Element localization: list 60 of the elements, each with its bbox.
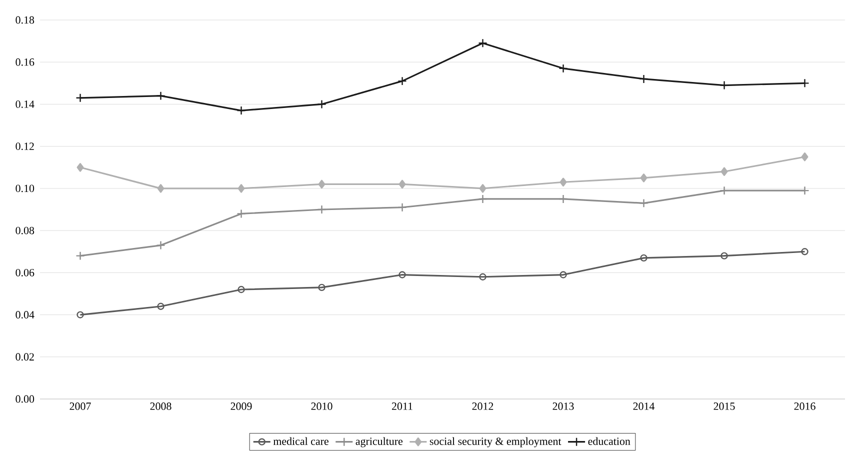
point: [238, 286, 245, 294]
point: [398, 271, 406, 278]
legend-label: education: [588, 437, 630, 446]
point: [236, 106, 246, 116]
point: [318, 180, 326, 189]
x-tick-label: 2016: [794, 402, 816, 410]
point: [398, 76, 407, 86]
point: [156, 240, 166, 250]
point: [800, 186, 810, 196]
point: [76, 251, 85, 260]
x-tick-label: 2010: [311, 402, 332, 410]
point: [558, 64, 568, 74]
point: [720, 167, 728, 176]
y-tick-label: 0.04: [16, 311, 34, 318]
point: [479, 273, 486, 280]
x-tick-label: 2014: [633, 402, 655, 410]
y-tick-label: 0.18: [16, 16, 34, 24]
y-tick-label: 0.06: [16, 268, 34, 276]
point: [317, 100, 326, 109]
point: [157, 184, 164, 193]
legend-label: medical care: [273, 437, 328, 446]
point: [238, 184, 245, 193]
y-tick-label: 0.16: [16, 58, 34, 66]
point: [318, 284, 326, 291]
point: [560, 178, 567, 187]
x-tick-label: 2015: [714, 402, 735, 410]
point: [640, 254, 648, 262]
point: [398, 202, 407, 212]
y-tick-label: 0.10: [16, 184, 34, 192]
point: [478, 194, 488, 204]
legend-label: agriculture: [356, 437, 403, 448]
point: [478, 38, 488, 48]
point: [801, 152, 808, 162]
x-tick-label: 2013: [552, 402, 574, 410]
point: [76, 93, 85, 102]
y-tick-label: 0.14: [16, 100, 34, 108]
point: [317, 204, 326, 214]
x-tick-label: 2011: [392, 402, 412, 410]
point: [560, 271, 567, 278]
point: [236, 209, 246, 218]
point: [398, 180, 406, 189]
y-tick-label: 0.02: [16, 353, 34, 361]
point: [156, 91, 166, 100]
point: [640, 174, 648, 182]
x-tick-label: 2007: [70, 402, 91, 410]
y-tick-label: 0.12: [16, 142, 34, 150]
point: [639, 198, 648, 208]
y-tick-label: 0.08: [16, 226, 34, 234]
x-tick-label: 2009: [230, 402, 252, 410]
y-tick-label: 0.00: [16, 395, 34, 403]
point: [157, 302, 164, 310]
point: [76, 163, 84, 172]
legend-label: social security & employment: [430, 437, 562, 448]
point: [720, 252, 728, 260]
point: [558, 194, 568, 204]
point: [720, 186, 729, 196]
point: [479, 184, 486, 193]
point: [639, 74, 648, 84]
x-tick-label: 2012: [472, 402, 494, 410]
x-tick-label: 2008: [150, 402, 172, 410]
